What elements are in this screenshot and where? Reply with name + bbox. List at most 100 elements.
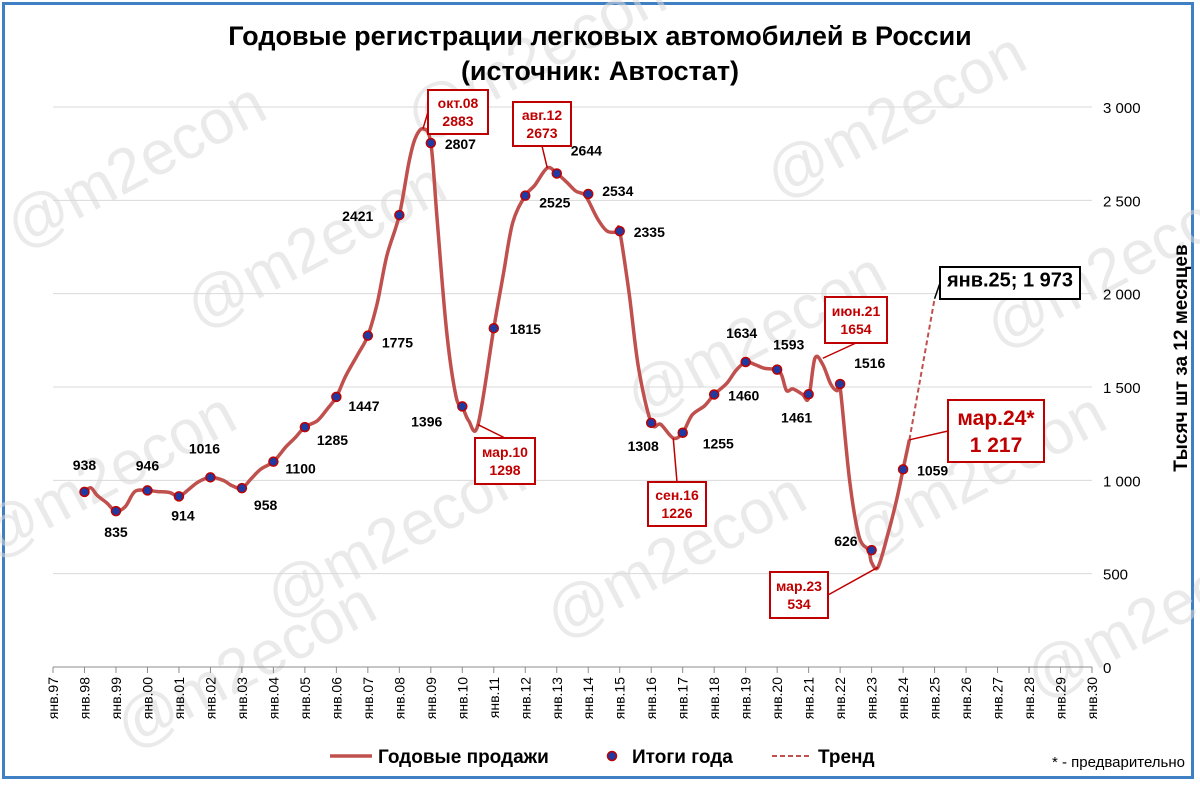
callout-box — [947, 399, 1045, 463]
data-label: 2534 — [602, 183, 633, 199]
year-total-point — [457, 401, 468, 412]
x-tick-label: янв.10 — [454, 677, 470, 719]
callout-pointer — [541, 145, 549, 169]
callout-text: 1654 — [840, 321, 871, 337]
watermark-text: @m2econ — [174, 148, 457, 342]
data-label: 1815 — [510, 321, 541, 337]
x-tick-label: янв.13 — [549, 677, 565, 719]
x-tick-label: янв.07 — [360, 677, 376, 719]
data-label: 958 — [254, 497, 278, 513]
axis-layer: 0 500 1 000 1 500 2 000 2 500 3 000 янв.97 янв.9… — [45, 100, 1141, 719]
year-total-point — [173, 491, 185, 502]
legend-swatch-marker — [606, 750, 618, 762]
year-total-point — [268, 456, 279, 467]
x-tick-label: янв.09 — [423, 677, 439, 719]
x-tick-label: янв.11 — [486, 677, 502, 718]
year-total-point — [362, 330, 374, 341]
x-tick-label: янв.16 — [643, 677, 659, 719]
x-tick-label: янв.29 — [1053, 677, 1069, 719]
x-tick-label: янв.24 — [895, 677, 911, 719]
year-total-point — [299, 421, 311, 433]
y-tick-label: 500 — [1103, 567, 1128, 584]
data-label: 1255 — [703, 436, 734, 452]
x-tick-label: янв.12 — [517, 677, 533, 719]
x-tick-label: янв.17 — [675, 677, 691, 719]
callout: мар.23 534 — [769, 566, 879, 619]
series-layer — [79, 127, 936, 571]
x-tick-label: янв.25 — [927, 677, 943, 719]
callout-text: 1226 — [661, 505, 692, 521]
data-label: 626 — [834, 533, 858, 549]
x-tick-label: янв.06 — [328, 677, 344, 719]
x-tick-label: янв.30 — [1084, 677, 1100, 719]
data-label: 835 — [104, 524, 128, 540]
callout-pointer — [477, 424, 506, 439]
x-tick-label: янв.98 — [76, 677, 92, 719]
callout-box — [824, 296, 888, 344]
callout: окт.08 2883 — [422, 89, 489, 135]
callout-text: мар.23 — [776, 578, 822, 594]
year-total-point — [614, 225, 625, 237]
callout: мар.24* 1 217 — [909, 399, 1045, 463]
data-label: 1016 — [189, 440, 220, 456]
data-label: 2421 — [342, 208, 373, 224]
callout-pointer — [827, 566, 879, 596]
data-label: 1460 — [728, 387, 759, 403]
year-total-point — [205, 472, 216, 483]
x-tick-label: янв.22 — [832, 677, 848, 719]
data-label: 1447 — [348, 398, 379, 414]
callout-box — [427, 89, 489, 135]
watermark-text: @m2econ — [1014, 518, 1200, 712]
y-axis-label: Тысяч шт за 12 месяцев — [1171, 244, 1192, 471]
x-tick-label: янв.05 — [297, 677, 313, 719]
year-total-point — [897, 464, 909, 475]
x-tick-label: янв.26 — [958, 677, 974, 719]
callout-box — [939, 266, 1081, 300]
data-label: 1516 — [854, 355, 885, 371]
callout-text: 1298 — [489, 462, 520, 478]
x-tick-label: янв.20 — [769, 677, 785, 719]
x-tick-label: янв.08 — [391, 677, 407, 719]
y-tick-label: 0 — [1103, 660, 1111, 677]
callout-pointer — [822, 342, 857, 359]
x-tick-label: янв.27 — [990, 677, 1006, 719]
callout: июн.21 1654 — [822, 296, 888, 359]
year-total-point — [79, 486, 90, 498]
data-label: 2644 — [571, 142, 602, 158]
x-tick-label: янв.04 — [265, 677, 281, 719]
data-label: 1059 — [917, 462, 948, 478]
callout-text: мар.24* — [957, 407, 1035, 430]
callout-text: сен.16 — [655, 487, 699, 503]
year-total-point — [394, 209, 405, 221]
data-label: 2807 — [445, 136, 476, 152]
x-tick-label: янв.01 — [171, 677, 187, 719]
legend-label: Тренд — [818, 747, 875, 768]
callout-text: 534 — [787, 596, 811, 612]
series-line-trend — [908, 298, 936, 441]
x-tick-label: янв.18 — [706, 677, 722, 719]
year-total-point — [142, 485, 153, 496]
year-total-point — [866, 544, 877, 556]
data-label: 1593 — [773, 337, 804, 353]
annotation-layer: окт.08 2883 авг.12 2673 мар.10 1298 сен.16 1226… — [422, 89, 1081, 619]
x-tick-label: янв.00 — [139, 677, 155, 719]
data-label: 1396 — [411, 413, 442, 429]
watermark-text: @m2econ — [104, 568, 387, 762]
chart-subtitle: (источник: Автостат) — [461, 56, 739, 86]
y-tick-label: 1 000 — [1103, 473, 1141, 490]
x-tick-label: янв.19 — [738, 677, 754, 719]
x-tick-label: янв.02 — [202, 677, 218, 719]
x-tick-label: янв.28 — [1021, 677, 1037, 719]
x-tick-label: янв.14 — [580, 677, 596, 719]
year-total-point — [110, 505, 122, 517]
callout-box — [474, 437, 536, 485]
x-tick-label: янв.23 — [864, 677, 880, 719]
y-tick-label: 2 000 — [1103, 287, 1141, 304]
legend-label: Итоги года — [632, 747, 733, 768]
callout-text: авг.12 — [522, 107, 562, 123]
year-total-point — [834, 378, 846, 390]
year-total-point — [331, 391, 342, 403]
y-tick-label: 1 500 — [1103, 380, 1141, 397]
x-tick-label: янв.99 — [108, 677, 124, 719]
